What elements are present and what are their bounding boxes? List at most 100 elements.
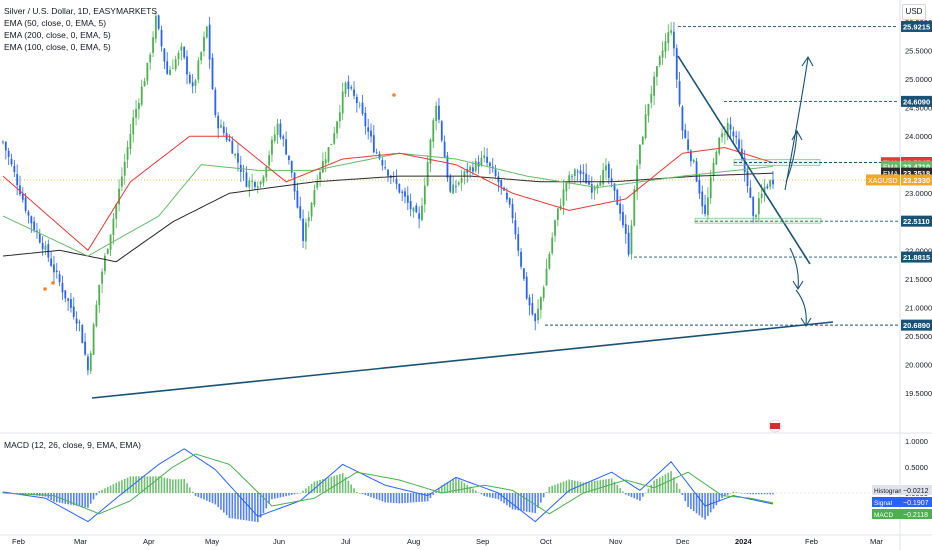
candle-body (474, 160, 477, 172)
macd-histogram-bar (497, 493, 500, 500)
candle-body (109, 234, 112, 250)
candle-body (341, 91, 344, 114)
macd-histogram-bar (772, 493, 774, 495)
macd-histogram-bar (67, 493, 69, 505)
macd-histogram-bar (392, 493, 395, 503)
macd-histogram-bar (438, 488, 440, 493)
candle-body (211, 57, 214, 90)
candle-body (129, 133, 132, 150)
price-axis-label: 21.8815 (903, 253, 930, 262)
macd-label-value: −0.1907 (903, 500, 929, 507)
candle-body (350, 87, 353, 89)
macd-histogram-bar (220, 493, 222, 510)
macd-histogram-bar (72, 493, 75, 506)
macd-histogram-bar (174, 479, 177, 493)
price-axis-label-bg (901, 174, 932, 186)
candle-body (740, 148, 743, 159)
candle-body (551, 237, 554, 254)
candle-body (75, 318, 78, 324)
macd-histogram-bar (633, 493, 636, 499)
macd-histogram-bar (143, 476, 146, 493)
macd-histogram-bar (732, 491, 735, 493)
price-axis-label-bg (901, 251, 932, 263)
macd-histogram-bar (55, 493, 58, 503)
macd-histogram-bar (189, 487, 191, 493)
macd-histogram-bar (290, 493, 293, 495)
candle-body (7, 150, 10, 157)
candle-body (406, 195, 409, 203)
candle-body (367, 127, 370, 132)
candle-body (180, 46, 183, 51)
macd-histogram-bar (64, 493, 67, 504)
macd-histogram-bar (565, 480, 568, 493)
macd-histogram-bar (313, 481, 316, 493)
macd-histogram-bar (208, 493, 211, 502)
macd-histogram-bar (622, 491, 624, 493)
macd-label-name-bg (872, 497, 902, 507)
macd-label-value-bg (901, 497, 932, 507)
candle-body (92, 324, 95, 355)
macd-histogram-bar (687, 493, 689, 508)
macd-histogram-bar (390, 493, 392, 503)
time-axis-tick: Nov (609, 537, 623, 546)
projection-arrow-up-1-head (801, 55, 814, 67)
candle-body (398, 183, 401, 193)
macd-histogram-bar (690, 493, 692, 510)
candle-body (106, 248, 109, 254)
macd-histogram-bar (123, 478, 126, 493)
macd-label-name: Histogram (874, 488, 904, 495)
signal-line (2, 453, 774, 515)
candle-body (511, 204, 514, 219)
candle-body (616, 189, 619, 205)
currency-button[interactable]: USD (902, 4, 926, 20)
macd-label-value: −0.2118 (903, 512, 928, 519)
candle-body (364, 112, 367, 127)
price-axis-label-bg (901, 319, 932, 331)
macd-histogram-bar (424, 493, 426, 502)
macd-histogram-bar (503, 493, 505, 504)
candle-body (639, 144, 641, 165)
macd-histogram-bar (353, 488, 355, 493)
projection-arrow-up-2 (785, 131, 798, 183)
candle-body (630, 225, 633, 255)
macd-histogram-bar (486, 493, 488, 497)
time-axis-tick: Feb (12, 537, 25, 546)
candle-body (237, 153, 239, 163)
macd-histogram-bar (712, 493, 715, 509)
macd-histogram-bar (466, 484, 469, 493)
flag-icon-fill (770, 423, 780, 429)
candle-body (681, 106, 684, 131)
macd-histogram-bar (370, 493, 372, 498)
macd-histogram-bar (724, 493, 726, 497)
macd-line (2, 448, 774, 523)
chart-title: Silver / U.S. Dollar, 1D, EASYMARKETS (4, 6, 158, 16)
macd-histogram-bar (412, 493, 415, 503)
macd-histogram-bar (741, 492, 743, 494)
candle-body (256, 186, 259, 188)
macd-histogram-bar (259, 493, 262, 518)
macd-histogram-bar (477, 492, 480, 493)
time-axis-tick: Mar (74, 537, 87, 546)
candle-body (344, 82, 347, 94)
candle-body (432, 120, 435, 142)
macd-histogram-bar (602, 479, 604, 493)
price-axis-tick: 19.5000 (905, 389, 932, 398)
candle-body (4, 141, 7, 151)
macd-histogram-bar (616, 484, 619, 493)
macd-histogram-bar (443, 483, 446, 493)
candle-body (749, 187, 752, 198)
candle-body (327, 147, 330, 162)
macd-histogram-bar (588, 481, 590, 493)
macd-histogram-bar (330, 476, 333, 493)
price-tag-bg (881, 167, 900, 179)
candle-body (752, 196, 755, 216)
macd-histogram-bar (118, 481, 120, 493)
macd-histogram-bar (440, 485, 443, 493)
candle-body (16, 174, 19, 186)
macd-histogram-bar (568, 479, 570, 493)
candle-body (715, 151, 718, 165)
candle-body (372, 135, 375, 153)
candle-body (13, 165, 16, 173)
candle-body (514, 220, 517, 235)
